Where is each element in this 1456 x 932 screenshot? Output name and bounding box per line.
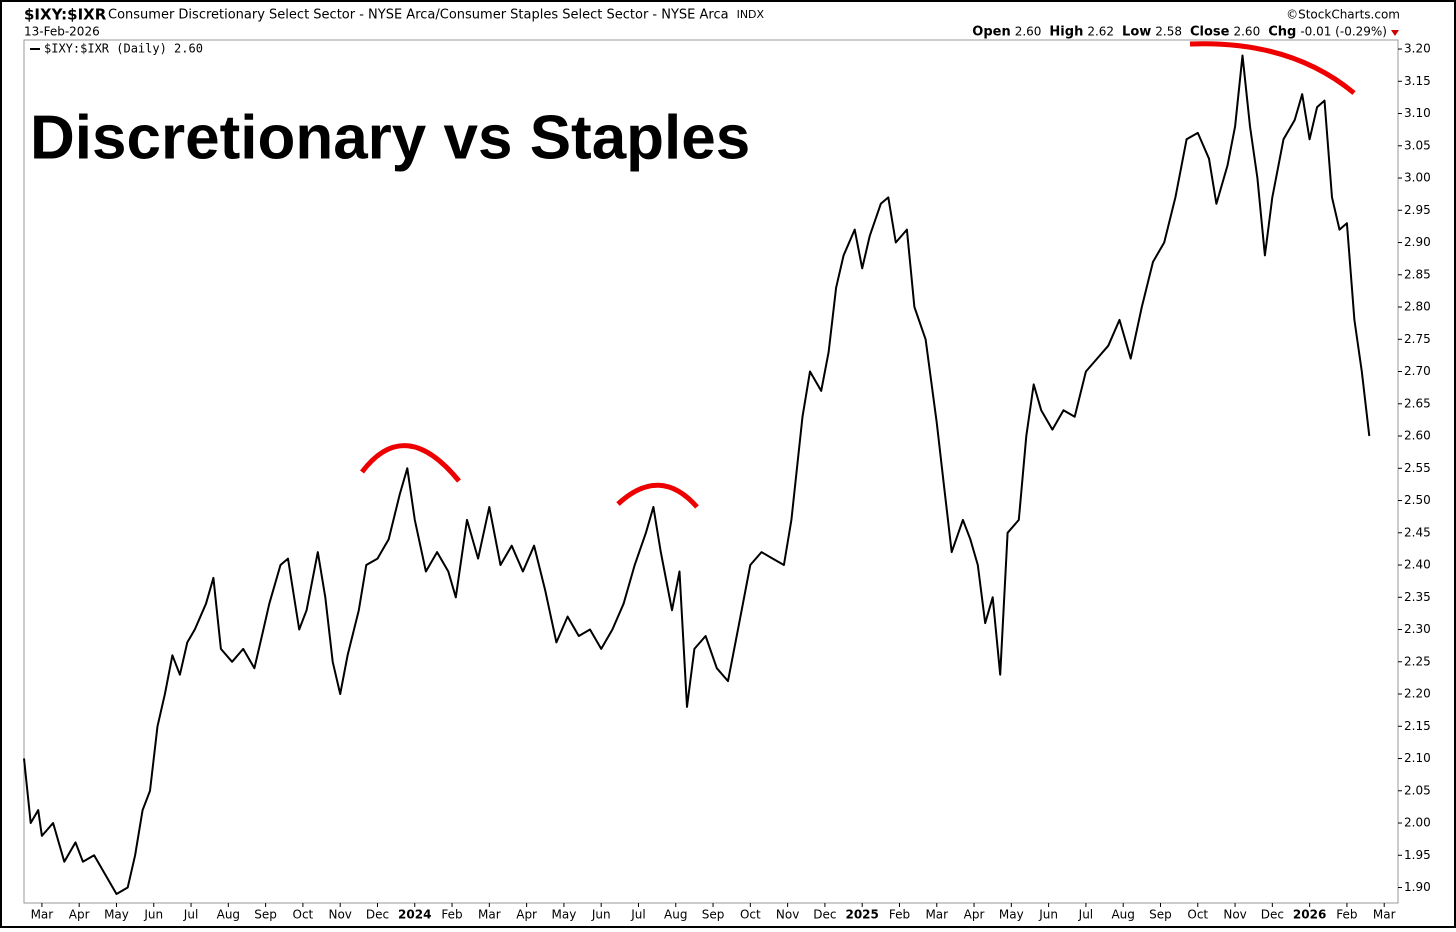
quote-value: 2.62 (1087, 25, 1114, 39)
change-arrow (1391, 30, 1399, 36)
x-tick-label: Dec (813, 908, 836, 922)
x-tick-label: Mar (1373, 908, 1396, 922)
y-tick-label: 2.50 (1404, 493, 1431, 507)
x-tick-label: Aug (1111, 908, 1134, 922)
y-tick-label: 2.00 (1404, 816, 1431, 830)
series-line (23, 54, 1371, 895)
subtitle: Consumer Discretionary Select Sector - N… (108, 8, 729, 23)
quote-value: 2.60 (1233, 25, 1260, 39)
x-tick-label: Oct (1187, 908, 1208, 922)
y-tick-label: 2.95 (1404, 203, 1431, 217)
x-tick-label: Dec (366, 908, 389, 922)
y-tick-label: 2.40 (1404, 558, 1431, 572)
x-tick-label: Oct (740, 908, 761, 922)
x-tick-label: Sep (702, 908, 725, 922)
x-tick-label: Nov (776, 908, 799, 922)
x-tick-label: Aug (217, 908, 240, 922)
y-tick-label: 2.60 (1404, 429, 1431, 443)
x-tick-label: Feb (1336, 908, 1357, 922)
annotation-arc (616, 482, 699, 509)
quote-label: Close (1190, 25, 1230, 40)
y-tick-label: 3.15 (1404, 74, 1431, 88)
quote-label: High (1049, 25, 1083, 40)
y-tick-label: 3.00 (1404, 171, 1431, 185)
date: 13-Feb-2026 (24, 25, 100, 39)
y-tick-label: 2.15 (1404, 719, 1431, 733)
x-tick-label: Mar (478, 908, 501, 922)
x-tick-label: Nov (328, 908, 351, 922)
annotation-arc (1189, 41, 1356, 95)
y-tick-label: 2.25 (1404, 654, 1431, 668)
y-tick-label: 3.20 (1404, 42, 1431, 56)
x-tick-label: Apr (69, 908, 90, 922)
x-tick-label: May (551, 908, 576, 922)
y-tick-label: 2.05 (1404, 783, 1431, 797)
y-tick-label: 2.30 (1404, 622, 1431, 636)
x-tick-label: Aug (664, 908, 687, 922)
watermark: ©StockCharts.com (1286, 8, 1400, 22)
x-tick-label: Jul (630, 908, 645, 922)
big-title: Discretionary vs Staples (30, 103, 750, 172)
y-tick-label: 1.95 (1404, 848, 1431, 862)
symbol: $IXY:$IXR (24, 6, 107, 24)
y-tick-label: 1.90 (1404, 880, 1431, 894)
x-tick-label: 2025 (845, 908, 878, 922)
x-tick-label: Jun (1038, 908, 1058, 922)
x-tick-label: Oct (293, 908, 314, 922)
y-tick-label: 2.65 (1404, 396, 1431, 410)
x-tick-label: May (104, 908, 129, 922)
y-tick-label: 2.20 (1404, 687, 1431, 701)
quote-value: -0.01 (-0.29%) (1300, 25, 1387, 39)
quote-label: Low (1122, 25, 1151, 40)
plot-frame (23, 39, 1399, 904)
y-tick-label: 2.75 (1404, 332, 1431, 346)
y-tick-label: 2.85 (1404, 267, 1431, 281)
y-tick-label: 2.35 (1404, 590, 1431, 604)
x-tick-label: Nov (1223, 908, 1246, 922)
exchange: INDX (737, 8, 765, 21)
x-tick-label: Apr (516, 908, 537, 922)
x-tick-label: Jul (1078, 908, 1093, 922)
x-tick-label: Apr (964, 908, 985, 922)
x-tick-label: Mar (925, 908, 948, 922)
y-tick-label: 2.70 (1404, 364, 1431, 378)
y-tick-label: 2.10 (1404, 751, 1431, 765)
x-tick-label: Feb (889, 908, 910, 922)
y-tick-label: 3.05 (1404, 138, 1431, 152)
x-tick-label: Jul (183, 908, 198, 922)
x-tick-label: Jun (591, 908, 611, 922)
legend-label: $IXY:$IXR (Daily) 2.60 (44, 42, 203, 56)
y-tick-label: 2.80 (1404, 300, 1431, 314)
x-tick-label: Dec (1261, 908, 1284, 922)
quote-label: Open (972, 25, 1010, 40)
y-tick-label: 3.10 (1404, 106, 1431, 120)
quote-label: Chg (1268, 25, 1296, 40)
x-tick-label: Sep (254, 908, 277, 922)
x-tick-label: May (999, 908, 1024, 922)
quote-value: 2.58 (1155, 25, 1182, 39)
x-tick-label: Feb (441, 908, 462, 922)
annotation-arc (360, 443, 461, 483)
x-tick-label: Jun (143, 908, 163, 922)
x-tick-label: Mar (31, 908, 54, 922)
y-tick-label: 2.45 (1404, 525, 1431, 539)
y-tick-label: 2.90 (1404, 235, 1431, 249)
quote-value: 2.60 (1015, 25, 1042, 39)
x-tick-label: Sep (1149, 908, 1172, 922)
y-tick-label: 2.55 (1404, 461, 1431, 475)
x-tick-label: 2026 (1293, 908, 1326, 922)
x-tick-label: 2024 (398, 908, 431, 922)
